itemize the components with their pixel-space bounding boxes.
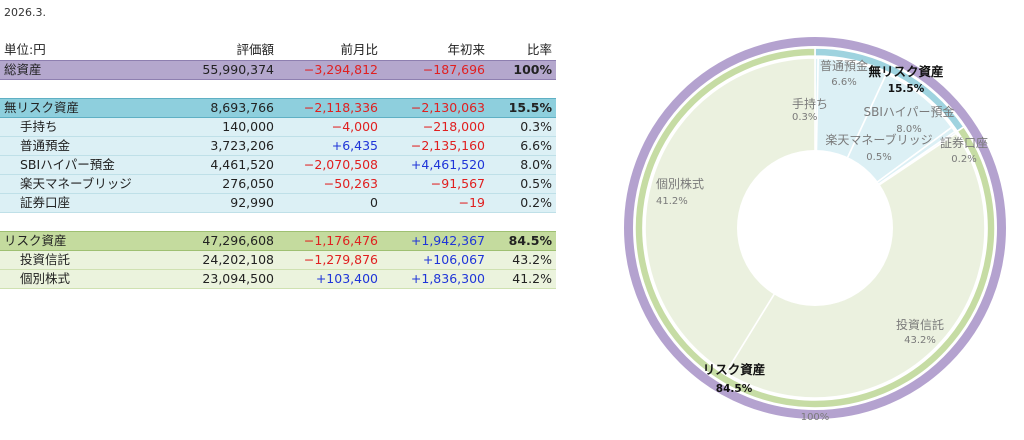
- slice-pct: 0.5%: [866, 152, 891, 163]
- slice-pct: 43.2%: [904, 335, 936, 346]
- ring-label: リスク資産: [703, 362, 766, 377]
- row-label: 投資信託: [20, 252, 71, 267]
- table-row: 投資信託 24,202,108 −1,279,876 +106,067 43.2%: [0, 251, 556, 270]
- row-ytd: +106,067: [422, 252, 485, 267]
- table-row: 楽天マネーブリッジ 276,050 −50,263 −91,567 0.5%: [0, 175, 556, 194]
- slice-pct: 41.2%: [656, 196, 688, 207]
- row-label: 楽天マネーブリッジ: [20, 176, 132, 191]
- total-ring: [624, 37, 1006, 419]
- row-mom: −2,118,336: [303, 100, 378, 115]
- slice-label: SBIハイパー預金: [864, 104, 955, 119]
- total-assets-row: 総資産 55,990,374 −3,294,812 −187,696 100%: [0, 60, 556, 80]
- row-mom: 0: [370, 195, 378, 210]
- row-ratio: 15.5%: [508, 100, 552, 115]
- norisk-assets-row: 無リスク資産 8,693,766 −2,118,336 −2,130,063 1…: [0, 98, 556, 118]
- risk-items: 投資信託 24,202,108 −1,279,876 +106,067 43.2% 個別株…: [0, 251, 556, 289]
- row-mom: −50,263: [323, 176, 378, 191]
- row-label: SBIハイパー預金: [20, 157, 115, 172]
- total-label: 100%: [801, 412, 830, 423]
- row-label: リスク資産: [4, 233, 67, 248]
- row-ratio: 0.2%: [520, 195, 552, 210]
- allocation-chart: 手持ち 0.3% 普通預金 6.6% SBIハイパー預金 8.0% 楽天マネーブリッジ 0.5…: [612, 36, 1018, 436]
- row-label: 無リスク資産: [4, 100, 80, 115]
- row-ytd: +1,942,367: [410, 233, 485, 248]
- slice-pct: 0.3%: [792, 112, 817, 123]
- unit-header: 単位:円: [4, 42, 46, 57]
- row-ytd: −218,000: [422, 119, 485, 134]
- row-value: 47,296,608: [202, 233, 274, 248]
- ring-pct: 84.5%: [716, 383, 753, 395]
- row-value: 3,723,206: [210, 138, 274, 153]
- slice-pct: 0.2%: [951, 154, 976, 165]
- ytd-header: 年初来: [447, 42, 485, 57]
- row-mom: −2,070,508: [303, 157, 378, 172]
- slice-label: 個別株式: [656, 176, 704, 191]
- table-row: 普通預金 3,723,206 +6,435 −2,135,160 6.6%: [0, 137, 556, 156]
- row-ratio: 100%: [513, 62, 552, 77]
- row-ytd: −19: [458, 195, 485, 210]
- risk-assets-row: リスク資産 47,296,608 −1,176,476 +1,942,367 8…: [0, 231, 556, 251]
- table-row: 証券口座 92,990 0 −19 0.2%: [0, 194, 556, 213]
- asset-table: 単位:円 評価額 前月比 年初来 比率 総資産 55,990,374 −3,29…: [0, 40, 556, 289]
- row-ratio: 0.3%: [520, 119, 552, 134]
- slice-label: 手持ち: [792, 96, 828, 111]
- row-value: 8,693,766: [210, 100, 274, 115]
- row-value: 4,461,520: [210, 157, 274, 172]
- row-mom: −3,294,812: [303, 62, 378, 77]
- row-ytd: +4,461,520: [410, 157, 485, 172]
- slice-label: 証券口座: [940, 135, 988, 150]
- mom-header: 前月比: [340, 42, 378, 57]
- norisk-items: 手持ち 140,000 −4,000 −218,000 0.3% 普通預金 3,723,20…: [0, 118, 556, 213]
- row-ratio: 84.5%: [508, 233, 552, 248]
- ring-pct: 15.5%: [888, 83, 925, 95]
- row-mom: +103,400: [315, 271, 378, 286]
- row-ratio: 6.6%: [520, 138, 552, 153]
- row-label: 手持ち: [20, 119, 58, 134]
- slice-label: 投資信託: [896, 317, 944, 332]
- table-row: SBIハイパー預金 4,461,520 −2,070,508 +4,461,520 8.…: [0, 156, 556, 175]
- inner-ring-slice: [644, 57, 816, 374]
- row-value: 92,990: [230, 195, 274, 210]
- donut-hole: [737, 150, 893, 306]
- row-ratio: 41.2%: [512, 271, 552, 286]
- row-label: 総資産: [4, 62, 42, 77]
- row-ratio: 0.5%: [520, 176, 552, 191]
- row-value: 140,000: [222, 119, 274, 134]
- table-header: 単位:円 評価額 前月比 年初来 比率: [0, 40, 556, 60]
- middle-ring-slice: [634, 47, 996, 409]
- row-ytd: −187,696: [422, 62, 485, 77]
- slice-pct: 6.6%: [831, 77, 856, 88]
- slice-label: 普通預金: [820, 58, 868, 73]
- row-label: 普通預金: [20, 138, 71, 153]
- row-label: 個別株式: [20, 271, 71, 286]
- slice-pct: 8.0%: [896, 124, 921, 135]
- row-value: 276,050: [222, 176, 274, 191]
- row-value: 55,990,374: [202, 62, 274, 77]
- row-label: 証券口座: [20, 195, 71, 210]
- row-ratio: 8.0%: [520, 157, 552, 172]
- row-ytd: −2,135,160: [410, 138, 485, 153]
- row-mom: −1,279,876: [303, 252, 378, 267]
- table-row: 個別株式 23,094,500 +103,400 +1,836,300 41.2%: [0, 270, 556, 289]
- value-header: 評価額: [236, 42, 274, 57]
- report-date: 2026.3.: [4, 6, 46, 19]
- ratio-header: 比率: [526, 42, 552, 57]
- row-ytd: −91,567: [430, 176, 485, 191]
- row-ytd: +1,836,300: [410, 271, 485, 286]
- table-row: 手持ち 140,000 −4,000 −218,000 0.3%: [0, 118, 556, 137]
- row-ytd: −2,130,063: [410, 100, 485, 115]
- slice-label: 楽天マネーブリッジ: [825, 132, 932, 147]
- row-mom: +6,435: [331, 138, 378, 153]
- ring-label: 無リスク資産: [868, 64, 943, 79]
- row-mom: −1,176,476: [303, 233, 378, 248]
- row-mom: −4,000: [331, 119, 378, 134]
- row-ratio: 43.2%: [512, 252, 552, 267]
- row-value: 23,094,500: [202, 271, 274, 286]
- row-value: 24,202,108: [202, 252, 274, 267]
